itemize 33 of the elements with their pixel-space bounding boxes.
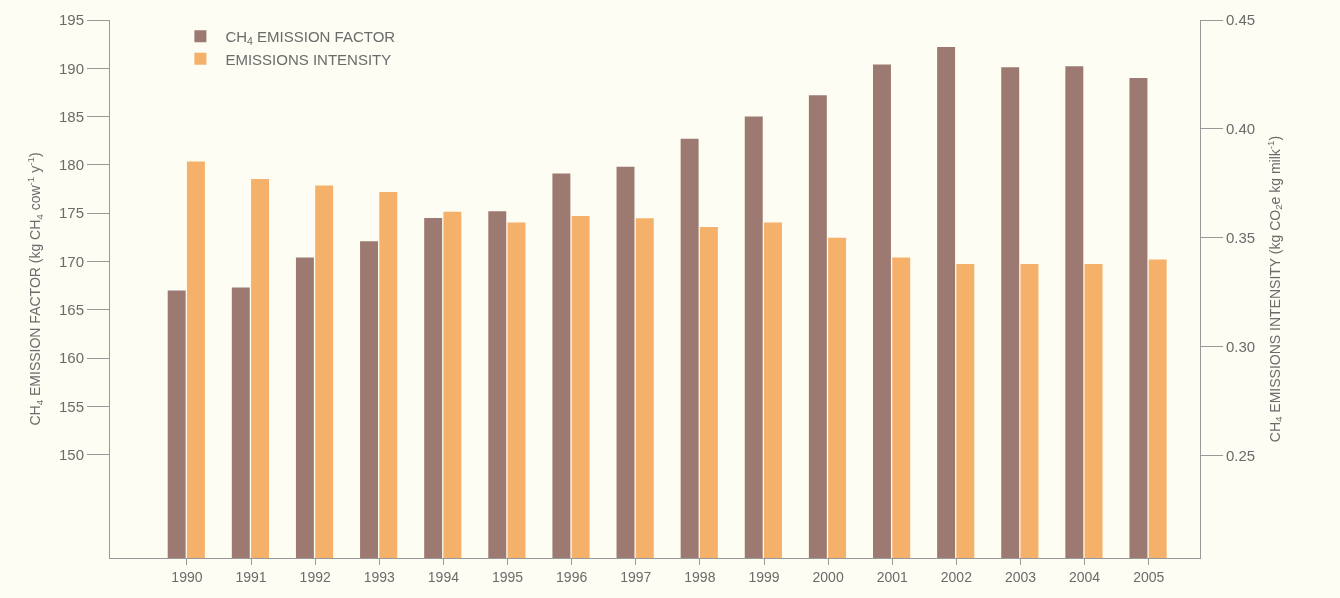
- x-tick-label: 1999: [748, 568, 780, 585]
- x-tick-label: 2002: [940, 568, 973, 585]
- x-tick-label: 1996: [556, 568, 588, 585]
- y2-tick-label: 0.40: [1226, 120, 1256, 138]
- y-tick-label: 155: [58, 397, 84, 415]
- y-tick-label: 170: [58, 252, 84, 270]
- x-tick-label: 1994: [427, 568, 460, 585]
- x-tick-label: 1991: [235, 568, 267, 585]
- x-tick-label: 2001: [876, 568, 909, 585]
- x-tick-label: 1993: [363, 568, 396, 585]
- x-tick-label: 1998: [684, 568, 716, 585]
- x-tick-label: 2005: [1133, 568, 1165, 585]
- y-tick-label: 165: [58, 301, 84, 319]
- legend-label: EMISSIONS INTENSITY: [225, 50, 392, 68]
- x-tick-label: 1995: [491, 568, 524, 585]
- y-tick-label: 190: [58, 59, 84, 77]
- y2-tick-label: 0.30: [1226, 337, 1256, 355]
- y2-tick-label: 0.45: [1226, 11, 1256, 29]
- y-tick-label: 180: [58, 156, 84, 174]
- x-tick-label: 2004: [1069, 568, 1101, 585]
- x-tick-label: 2003: [1004, 568, 1037, 585]
- y-tick-label: 160: [58, 349, 84, 367]
- legend-label: CH$_{4}$ EMISSION FACTOR: [225, 28, 396, 48]
- x-tick-label: 1992: [299, 568, 331, 585]
- x-tick-label: 2000: [812, 568, 844, 585]
- y-tick-label: 195: [58, 11, 84, 29]
- y-tick-label: 185: [58, 107, 84, 125]
- y2-tick-label: 0.35: [1226, 229, 1256, 247]
- y-tick-label: 175: [58, 204, 84, 222]
- y2-tick-label: 0.25: [1226, 446, 1256, 464]
- x-tick-label: 1990: [171, 568, 203, 585]
- x-tick-label: 1997: [620, 568, 652, 585]
- y-tick-label: 150: [58, 445, 84, 463]
